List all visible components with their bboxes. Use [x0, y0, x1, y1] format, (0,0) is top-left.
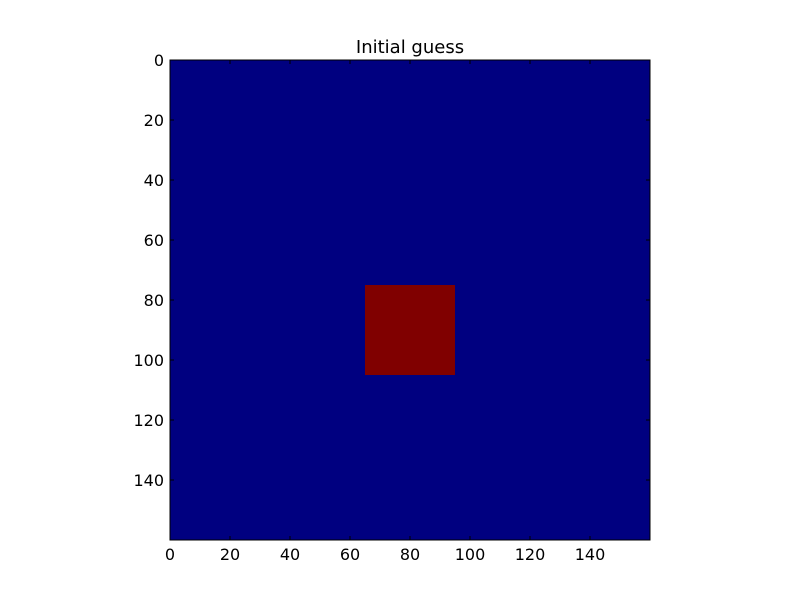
chart-title: Initial guess [356, 37, 464, 58]
y-tick-label-20: 20 [144, 111, 164, 130]
x-tick-label-100: 100 [455, 545, 486, 564]
y-tick-label-100: 100 [133, 351, 164, 370]
x-axis-ticks: 0 20 40 60 80 100 120 140 [165, 60, 605, 564]
y-axis-ticks: 0 20 40 60 80 100 120 140 [133, 51, 650, 490]
x-tick-label-0: 0 [165, 545, 175, 564]
y-tick-label-60: 60 [144, 231, 164, 250]
y-tick-label-140: 140 [133, 471, 164, 490]
x-tick-label-20: 20 [220, 545, 240, 564]
plot-area [169, 59, 651, 541]
x-tick-label-120: 120 [515, 545, 546, 564]
y-tick-label-80: 80 [144, 291, 164, 310]
y-tick-label-40: 40 [144, 171, 164, 190]
x-tick-label-140: 140 [575, 545, 606, 564]
x-tick-label-60: 60 [340, 545, 360, 564]
x-tick-label-40: 40 [280, 545, 300, 564]
y-tick-label-120: 120 [133, 411, 164, 430]
heatmap-region-0 [365, 285, 455, 375]
x-tick-label-80: 80 [400, 545, 420, 564]
y-tick-label-0: 0 [154, 51, 164, 70]
